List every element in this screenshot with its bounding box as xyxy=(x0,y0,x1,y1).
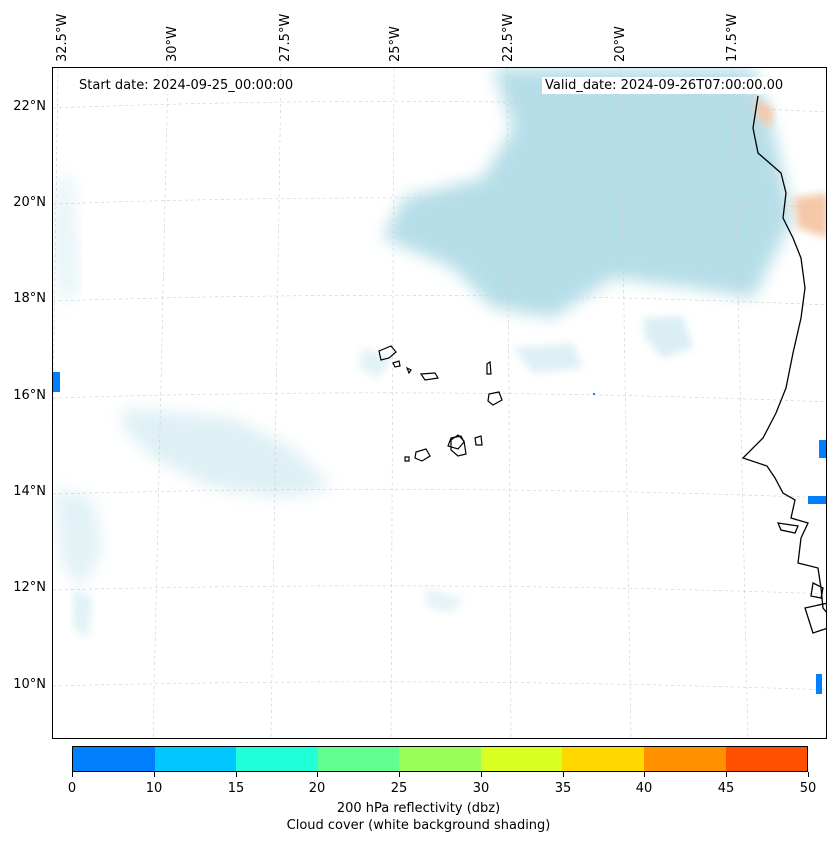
colorbar-tick-label: 50 xyxy=(799,781,817,796)
colorbar-tick-label: 40 xyxy=(635,781,653,796)
colorbar-tick-label: 15 xyxy=(227,781,245,796)
colorbar-segment xyxy=(399,747,481,771)
longitude-label: 32.5°W xyxy=(55,13,70,62)
colorbar-segment xyxy=(154,747,237,771)
cape-verde-islands xyxy=(378,345,503,462)
map-gridlines xyxy=(53,68,826,738)
colorbar-tick-label: 0 xyxy=(67,781,77,796)
colorbar-tick-label: 20 xyxy=(308,781,326,796)
colorbar-segment xyxy=(73,747,155,771)
colorbar-tickmark xyxy=(317,772,318,777)
colorbar-segment xyxy=(643,747,726,771)
colorbar-tickmark xyxy=(236,772,237,777)
latitude-label: 18°N xyxy=(13,291,46,306)
warm-reflectivity-patches xyxy=(753,98,826,238)
latitude-label: 20°N xyxy=(13,195,46,210)
longitude-label: 27.5°W xyxy=(278,13,293,62)
colorbar-segment xyxy=(562,747,644,771)
colorbar-segment xyxy=(725,747,808,771)
longitude-label: 17.5°W xyxy=(725,13,740,62)
colorbar-tickmark xyxy=(154,772,155,777)
colorbar-tick-label: 10 xyxy=(145,781,163,796)
latitude-label: 14°N xyxy=(13,484,46,499)
map-canvas xyxy=(53,68,826,738)
colorbar-label: 200 hPa reflectivity (dbz) xyxy=(336,801,501,816)
reflectivity-cells xyxy=(53,372,826,694)
longitude-label: 20°W xyxy=(613,26,628,62)
colorbar-segment xyxy=(317,747,400,771)
colorbar-tickmark xyxy=(644,772,645,777)
colorbar xyxy=(72,746,808,772)
longitude-label: 22.5°W xyxy=(501,13,516,62)
colorbar-segment xyxy=(236,747,318,771)
colorbar-segment xyxy=(480,747,563,771)
colorbar-tick-label: 25 xyxy=(390,781,408,796)
colorbar-tickmark xyxy=(808,772,809,777)
latitude-label: 10°N xyxy=(13,677,46,692)
latitude-label: 16°N xyxy=(13,388,46,403)
colorbar-tick-label: 45 xyxy=(717,781,735,796)
colorbar-tick-label: 35 xyxy=(554,781,572,796)
colorbar-tickmark xyxy=(481,772,482,777)
coastline xyxy=(741,95,826,634)
latitude-label: 12°N xyxy=(13,580,46,595)
cloud-cover-shading xyxy=(53,68,793,638)
map-panel xyxy=(52,67,827,739)
colorbar-tickmark xyxy=(72,772,73,777)
valid-date-label: Valid_date: 2024-09-26T07:00:00.00 xyxy=(542,77,787,94)
colorbar-tickmark xyxy=(726,772,727,777)
colorbar-tickmark xyxy=(399,772,400,777)
latitude-label: 22°N xyxy=(13,99,46,114)
start-date-label: Start date: 2024-09-25_00:00:00 xyxy=(76,77,297,94)
longitude-label: 25°W xyxy=(388,26,403,62)
colorbar-tick-label: 30 xyxy=(472,781,490,796)
longitude-label: 30°W xyxy=(165,26,180,62)
colorbar-sublabel: Cloud cover (white background shading) xyxy=(286,818,551,833)
colorbar-tickmark xyxy=(563,772,564,777)
